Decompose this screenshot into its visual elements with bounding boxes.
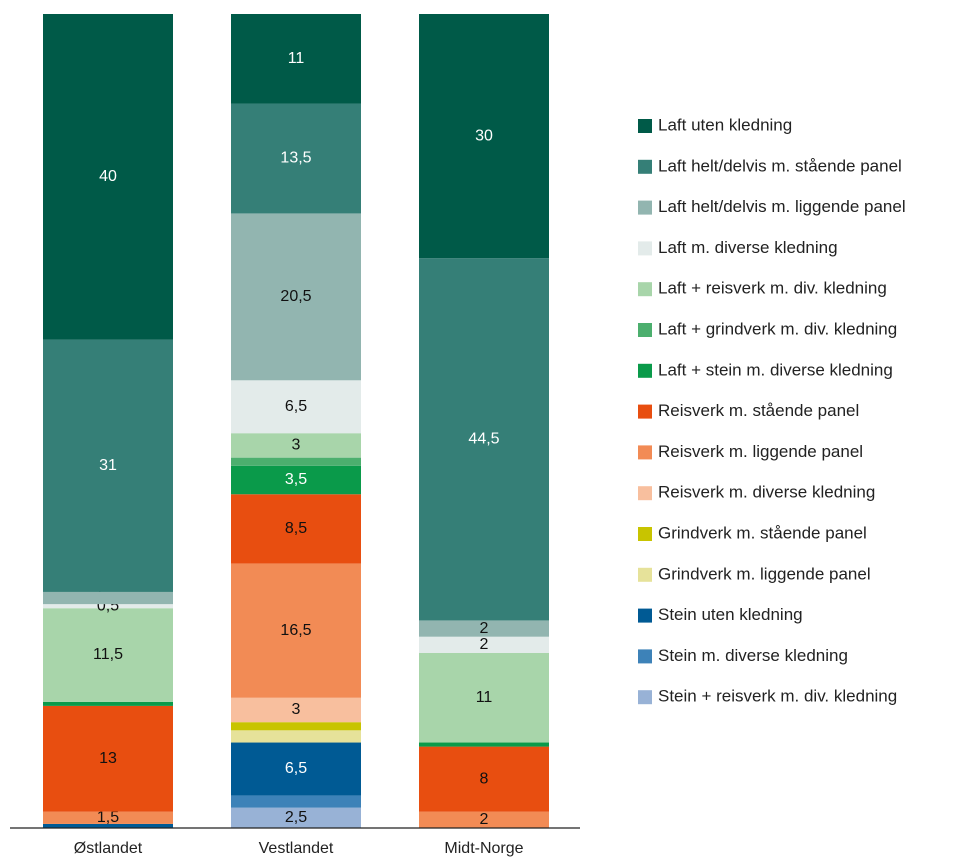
data-label: 13 xyxy=(99,750,117,767)
legend-label: Laft + grindverk m. div. kledning xyxy=(658,319,897,338)
bar-segment xyxy=(43,339,173,592)
legend-label: Reisverk m. stående panel xyxy=(658,401,859,420)
data-label: 8,5 xyxy=(285,520,307,537)
legend-label: Laft uten kledning xyxy=(658,115,792,134)
legend-label: Laft helt/delvis m. liggende panel xyxy=(658,197,906,216)
bar-segment xyxy=(231,795,361,808)
legend-label: Reisverk m. diverse kledning xyxy=(658,483,875,502)
data-label: 6,5 xyxy=(285,760,307,777)
data-label: 16,5 xyxy=(280,622,311,639)
x-tick-label: Østlandet xyxy=(74,840,143,857)
data-label: 44,5 xyxy=(468,431,499,448)
legend-swatch xyxy=(638,567,652,582)
bar-segment xyxy=(43,701,173,706)
legend-swatch xyxy=(638,282,652,297)
bar-segment xyxy=(231,457,361,466)
bar-segment xyxy=(419,636,549,653)
legend-label: Reisverk m. liggende panel xyxy=(658,442,863,461)
bar-segment xyxy=(231,807,361,828)
data-label: 30 xyxy=(475,127,493,144)
bar-segment xyxy=(43,823,173,828)
data-label: 11,5 xyxy=(93,646,123,663)
legend-swatch xyxy=(638,486,652,501)
bar-segment xyxy=(419,746,549,812)
bar-segment xyxy=(419,258,549,621)
bar-segment xyxy=(231,380,361,434)
bar-segment xyxy=(231,563,361,698)
legend-label: Laft m. diverse kledning xyxy=(658,238,838,257)
data-label: 13,5 xyxy=(280,150,311,167)
legend-swatch xyxy=(638,323,652,337)
bar-segment xyxy=(231,697,361,723)
data-label: 3 xyxy=(292,701,301,718)
legend-swatch xyxy=(638,690,652,705)
bar-segment xyxy=(43,811,173,824)
legend-label: Laft + reisverk m. div. kledning xyxy=(658,279,887,298)
data-label: 11 xyxy=(288,50,305,67)
legend-swatch xyxy=(638,159,652,174)
legend-swatch xyxy=(638,200,652,215)
legend-swatch xyxy=(638,608,652,623)
legend-swatch xyxy=(638,363,652,378)
legend-swatch xyxy=(638,119,652,133)
legend-swatch xyxy=(638,527,652,541)
data-label: 20,5 xyxy=(280,288,311,305)
bar-segment xyxy=(231,213,361,381)
bar-segment xyxy=(231,494,361,564)
bar-segment xyxy=(43,591,173,605)
legend-label: Grindverk m. stående panel xyxy=(658,523,867,542)
x-tick-label: Midt-Norge xyxy=(444,840,523,857)
data-label: 6,5 xyxy=(285,398,307,415)
bar-segment xyxy=(419,652,549,743)
bar-segment xyxy=(43,705,173,812)
data-label: 8 xyxy=(480,770,489,787)
bar-segment xyxy=(43,608,173,702)
bar-segment xyxy=(43,14,173,340)
data-label: 1,5 xyxy=(97,809,119,826)
bar-segment xyxy=(231,14,361,104)
legend-label: Grindverk m. liggende panel xyxy=(658,564,871,583)
legend-label: Stein m. diverse kledning xyxy=(658,646,848,665)
legend-swatch xyxy=(638,649,652,664)
data-label: 2 xyxy=(480,620,489,637)
bar-segment xyxy=(231,465,361,495)
bar-segment xyxy=(231,742,361,796)
data-label: 3 xyxy=(292,437,301,454)
legend-swatch xyxy=(638,241,652,256)
bar-segment xyxy=(231,730,361,743)
legend-swatch xyxy=(638,404,652,419)
bar-segment xyxy=(43,604,173,609)
bar-segment xyxy=(419,620,549,637)
bar-segment xyxy=(231,433,361,458)
data-label: 40 xyxy=(99,168,117,185)
bar-segment xyxy=(419,742,549,747)
bar-segment xyxy=(231,722,361,731)
legend-label: Laft helt/delvis m. stående panel xyxy=(658,156,902,175)
data-label: 2 xyxy=(480,811,489,828)
bar-segment xyxy=(231,103,361,214)
legend-label: Stein uten kledning xyxy=(658,605,803,624)
data-label: 2 xyxy=(480,636,489,653)
data-label: 31 xyxy=(99,457,117,474)
legend-swatch xyxy=(638,445,652,460)
legend-label: Laft + stein m. diverse kledning xyxy=(658,360,893,379)
bar-segment xyxy=(419,14,549,259)
data-label: 11 xyxy=(476,689,493,706)
legend-label: Stein + reisverk m. div. kledning xyxy=(658,687,897,706)
x-tick-label: Vestlandet xyxy=(259,840,334,857)
data-label: 2,5 xyxy=(285,809,307,826)
bar-segment xyxy=(419,811,549,828)
data-label: 3,5 xyxy=(285,471,307,488)
